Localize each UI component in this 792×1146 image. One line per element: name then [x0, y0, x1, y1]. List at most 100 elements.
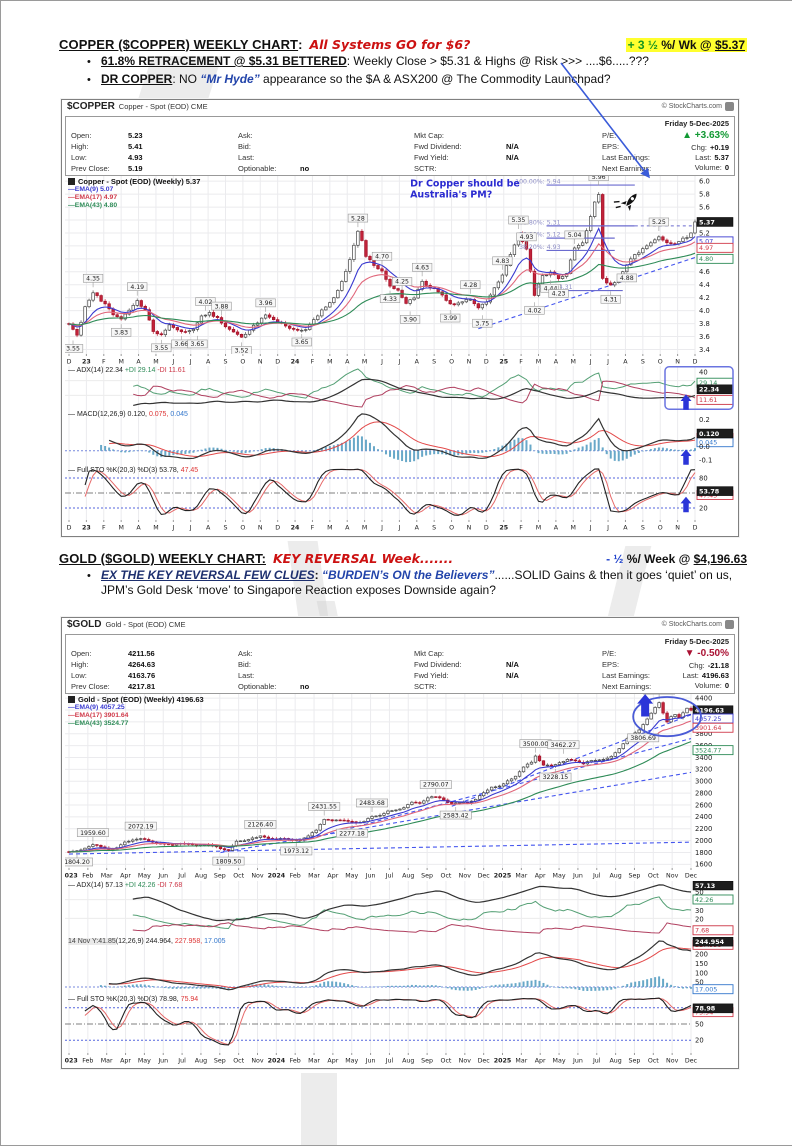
svg-text:Jun: Jun	[572, 873, 583, 880]
quote-field-label: EPS:	[602, 142, 619, 151]
quote-field-value: 0	[725, 681, 729, 690]
svg-text:Aug: Aug	[609, 1058, 621, 1065]
quote-field-label: Prev Close:	[71, 682, 110, 691]
svg-text:Nov: Nov	[251, 1058, 264, 1065]
svg-text:A: A	[623, 525, 628, 532]
svg-text:5.2: 5.2	[699, 229, 710, 237]
svg-text:A: A	[554, 525, 559, 532]
svg-text:23: 23	[82, 525, 91, 532]
quote-field-value: 5.41	[128, 142, 143, 151]
svg-text:A: A	[345, 525, 350, 532]
svg-text:Dec: Dec	[685, 1058, 698, 1065]
quote-field-label: Mkt Cap:	[414, 131, 444, 140]
copper-week-change-badge: + 3 ½ %/ Wk @ $5.37	[626, 38, 747, 52]
quote-field: Optionable:no	[238, 164, 276, 174]
svg-text:Jun: Jun	[157, 873, 168, 880]
quote-field: P/E:	[602, 131, 616, 141]
svg-text:Apr: Apr	[535, 1058, 546, 1065]
copper-bullet2-lead: DR COPPER	[101, 72, 172, 86]
svg-text:S: S	[224, 359, 228, 366]
quote-field-label: Last:	[238, 671, 254, 680]
svg-text:4.02: 4.02	[199, 299, 213, 306]
gold-symbol-desc: Gold - Spot (EOD) CME	[105, 620, 185, 629]
quote-field: Bid:	[238, 142, 251, 152]
svg-text:Mar: Mar	[308, 1058, 320, 1065]
quote-field-label: P/E:	[602, 131, 616, 140]
quote-field-label: Optionable:	[238, 682, 276, 691]
svg-text:J: J	[189, 359, 192, 366]
quote-field: Mkt Cap:	[414, 131, 444, 141]
svg-text:4.93: 4.93	[520, 234, 534, 241]
svg-text:5.35: 5.35	[512, 217, 526, 224]
svg-text:4.63: 4.63	[415, 264, 429, 271]
quote-field-label: Fwd Yield:	[414, 671, 449, 680]
svg-text:4.25: 4.25	[395, 279, 409, 286]
quote-field-label: High:	[71, 660, 89, 669]
copper-heading: COPPER ($COPPER) WEEKLY CHART: All Syste…	[59, 37, 747, 52]
svg-text:4.02: 4.02	[528, 307, 542, 314]
copper-badge-mid: %/ Wk @	[658, 38, 715, 52]
quote-field-value: 0	[725, 163, 729, 172]
svg-text:D: D	[275, 525, 280, 532]
svg-text:Aug: Aug	[195, 1058, 207, 1065]
svg-text:3901.64: 3901.64	[695, 724, 721, 732]
svg-text:M: M	[327, 359, 332, 366]
svg-text:3228.15: 3228.15	[543, 774, 569, 781]
svg-text:May: May	[345, 1058, 358, 1065]
bullet-icon	[87, 72, 101, 88]
time-axis-svg: 2023FebMarAprMayJunJulAugSepOctNov2024Fe…	[65, 1053, 735, 1066]
quote-field-label: Chg:	[691, 143, 707, 152]
svg-text:O: O	[240, 359, 245, 366]
svg-text:3.8: 3.8	[699, 320, 710, 328]
quote-field: Fwd Dividend:N/A	[414, 142, 462, 152]
svg-text:4.19: 4.19	[130, 284, 144, 291]
svg-text:M: M	[118, 359, 123, 366]
svg-text:A: A	[345, 359, 350, 366]
stoch-d-line	[85, 998, 691, 1044]
quote-right-row: Chg:+0.19	[691, 143, 729, 152]
gold-symbol: $GOLD	[67, 619, 101, 630]
svg-text:11.61: 11.61	[699, 396, 717, 404]
svg-text:5.37: 5.37	[699, 218, 715, 226]
quote-field: High:5.41	[71, 142, 89, 152]
quote-field: Next Earnings:	[602, 164, 651, 174]
svg-text:J: J	[606, 359, 609, 366]
svg-text:May: May	[553, 873, 566, 880]
svg-text:Jul: Jul	[385, 873, 394, 880]
svg-text:2024: 2024	[268, 1058, 286, 1065]
svg-text:O: O	[658, 525, 663, 532]
svg-text:S: S	[641, 525, 645, 532]
svg-text:3200: 3200	[695, 766, 712, 774]
quote-field: Fwd Dividend:N/A	[414, 660, 462, 670]
svg-text:M: M	[571, 359, 576, 366]
quote-field: Last Earnings:	[602, 153, 650, 163]
svg-text:50: 50	[695, 1020, 704, 1028]
svg-text:3500.00: 3500.00	[523, 741, 549, 748]
svg-text:3.65: 3.65	[295, 339, 309, 346]
svg-text:Aug: Aug	[402, 873, 414, 880]
stockcharts-logo-icon	[725, 620, 734, 629]
quote-field: SCTR:	[414, 682, 437, 692]
svg-text:M: M	[118, 525, 123, 532]
copper-title: COPPER ($COPPER) WEEKLY CHART	[59, 37, 298, 52]
svg-text:2024: 2024	[268, 873, 286, 880]
svg-text:May: May	[138, 1058, 151, 1065]
svg-text:J: J	[171, 525, 174, 532]
svg-text:150: 150	[695, 960, 708, 968]
svg-text:M: M	[153, 525, 158, 532]
svg-text:Oct: Oct	[441, 873, 452, 880]
stockcharts-credit: © StockCharts.com	[662, 103, 722, 110]
svg-text:O: O	[449, 525, 454, 532]
stoch-k-line	[85, 998, 691, 1045]
quote-field: High:4264.63	[71, 660, 89, 670]
quote-field: EPS:	[602, 660, 619, 670]
gold-badge-pct: - ½	[606, 552, 623, 566]
